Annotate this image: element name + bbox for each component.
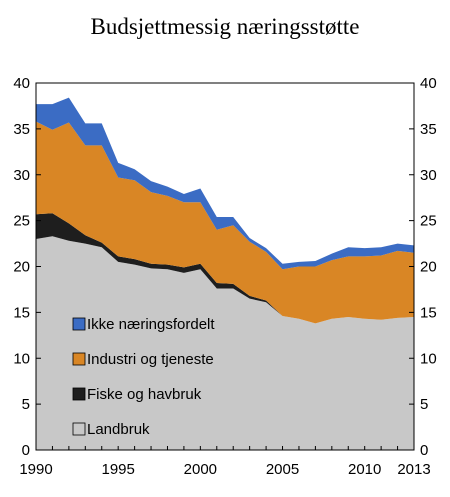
legend-label: Landbruk bbox=[87, 421, 150, 438]
y-tick-label-right: 25 bbox=[420, 213, 437, 230]
y-tick-label-right: 30 bbox=[420, 167, 437, 184]
x-tick-label: 1990 bbox=[19, 461, 52, 478]
y-tick-label-right: 15 bbox=[420, 304, 437, 321]
y-tick-label-left: 30 bbox=[13, 167, 30, 184]
legend-swatch bbox=[72, 317, 86, 331]
y-tick-label-right: 20 bbox=[420, 259, 437, 276]
y-tick-label-right: 5 bbox=[420, 396, 428, 413]
series-areas bbox=[36, 97, 414, 450]
y-tick-label-left: 15 bbox=[13, 304, 30, 321]
legend-swatch bbox=[72, 422, 86, 436]
legend-swatch bbox=[72, 352, 86, 366]
y-tick-label-right: 10 bbox=[420, 350, 437, 367]
legend-label: Fiske og havbruk bbox=[87, 386, 202, 403]
y-tick-label-left: 35 bbox=[13, 121, 30, 138]
legend: Ikke næringsfordelt Industri og tjeneste F… bbox=[72, 316, 215, 438]
x-tick-label: 2005 bbox=[266, 461, 299, 478]
legend-label: Industri og tjeneste bbox=[87, 351, 214, 368]
y-tick-label-left: 40 bbox=[13, 75, 30, 92]
axis-ticks: 0 0 5 5 10 10 15 15 20 20 25 25 30 30 35 35 40 40 1990 1995… bbox=[13, 75, 436, 478]
area-industri-og-tjeneste bbox=[36, 121, 414, 324]
y-tick-label-left: 10 bbox=[13, 350, 30, 367]
area-landbruk bbox=[36, 236, 414, 450]
y-tick-label-right: 40 bbox=[420, 75, 437, 92]
legend-swatch bbox=[72, 387, 86, 401]
y-tick-label-right: 35 bbox=[420, 121, 437, 138]
chart-title: Budsjettmessig næringsstøtte bbox=[91, 14, 360, 39]
y-tick-label-left: 20 bbox=[13, 259, 30, 276]
x-tick-label: 1995 bbox=[101, 461, 134, 478]
x-tick-label: 2013 bbox=[397, 461, 430, 478]
y-tick-label-left: 0 bbox=[22, 442, 30, 459]
x-tick-label: 2010 bbox=[348, 461, 381, 478]
x-tick-label: 2000 bbox=[184, 461, 217, 478]
area-ikke-næringsfordelt bbox=[36, 97, 414, 270]
legend-label: Ikke næringsfordelt bbox=[87, 316, 215, 333]
y-tick-label-left: 25 bbox=[13, 213, 30, 230]
y-tick-label-right: 0 bbox=[420, 442, 428, 459]
y-tick-label-left: 5 bbox=[22, 396, 30, 413]
